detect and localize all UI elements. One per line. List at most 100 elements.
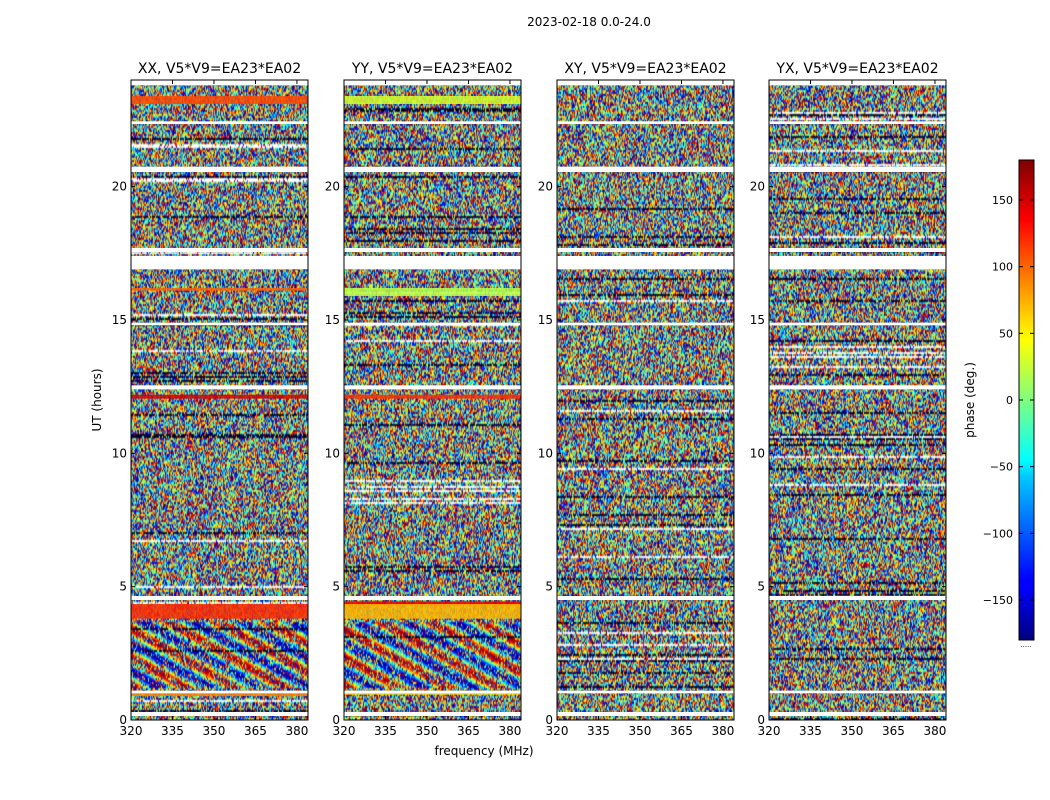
x-tick-label: 365 [882,724,905,738]
y-tick-label: 5 [332,580,340,594]
y-tick-label: 10 [538,446,553,460]
panel-xx: XX, V5*V9=EA23*EA02 320 335 350 365 380 0 5 10 15… [112,61,309,738]
colorbar-tick-label: −50 [990,461,1013,474]
y-tick-label: 15 [750,313,765,327]
colorbar-ticks: 150 100 50 0 −50 −100 −150 [983,194,1034,607]
flagged-gap [557,385,734,390]
coherent-band [131,96,308,104]
y-tick-label: 0 [757,713,765,727]
flagged-gap [557,712,734,716]
x-tick-label: 320 [758,724,781,738]
phase-heatmap [769,80,946,720]
panel-title: YY, V5*V9=EA23*EA02 [351,61,513,77]
panel-yx: YX, V5*V9=EA23*EA02 320 335 350 365 380 0 5 10 15… [750,61,947,738]
flagged-gap [557,121,734,124]
x-tick-label: 380 [498,724,521,738]
x-tick-label: 380 [711,724,734,738]
y-axis-label: UT (hours) [90,368,104,431]
x-tick-label: 365 [670,724,693,738]
flagged-gap [131,248,308,252]
flagged-gap [344,121,521,124]
flagged-gap [769,80,946,86]
y-tick-label: 15 [325,313,340,327]
flagged-gap [557,166,734,172]
colorbar-label: phase (deg.) [963,362,977,438]
flagged-gap [769,166,946,172]
y-tick-label: 0 [332,713,340,727]
flagged-gap [131,80,308,86]
flagged-gap [557,690,734,694]
phase-heatmap [557,80,734,720]
panel-title: XY, V5*V9=EA23*EA02 [564,61,726,77]
flagged-gap [557,256,734,270]
flagged-gap [769,121,946,124]
colorbar-footer: ..... [1020,641,1031,649]
y-tick-label: 10 [750,446,765,460]
flagged-gap [344,322,521,326]
phase-heatmap [131,80,308,720]
y-tick-label: 10 [112,446,127,460]
y-tick-label: 20 [112,180,127,194]
coherent-band [344,601,521,606]
flagged-gap [131,166,308,172]
coherent-band [344,604,521,619]
x-tick-label: 335 [161,724,184,738]
x-tick-label: 320 [333,724,356,738]
y-tick-label: 5 [119,580,127,594]
x-tick-label: 365 [244,724,267,738]
flagged-gap [769,322,946,326]
flagged-gap [131,256,308,270]
x-tick-label: 350 [841,724,864,738]
flagged-gap [344,596,521,600]
flagged-gap [769,248,946,252]
colorbar-tick-label: 50 [999,327,1013,340]
flagged-gap [131,385,308,390]
y-tick-label: 15 [538,313,553,327]
flagged-gap [769,690,946,694]
colorbar-tick-label: 100 [992,261,1013,274]
colorbar-tick-label: −100 [983,527,1013,540]
flagged-gap [344,256,521,270]
coherent-band [344,394,521,399]
y-tick-label: 20 [325,180,340,194]
y-tick-label: 5 [757,580,765,594]
flagged-gap [557,596,734,600]
coherent-band [344,288,521,296]
x-tick-label: 380 [285,724,308,738]
flagged-gap [131,690,308,694]
colorbar-tick-label: −150 [983,594,1013,607]
flagged-gap [557,322,734,326]
y-tick-label: 20 [538,180,553,194]
flagged-gap [131,322,308,326]
coherent-band [131,604,308,619]
flagged-gap [769,596,946,600]
panels-group: XX, V5*V9=EA23*EA02 320 335 350 365 380 0 5 10 15… [112,61,947,738]
colorbar-tick-label: 150 [992,194,1013,207]
colorbar-tick-label: 0 [1006,394,1013,407]
panel-xy: XY, V5*V9=EA23*EA02 320 335 350 365 380 0 5 10 15… [538,61,735,738]
y-tick-label: 5 [545,580,553,594]
x-tick-label: 350 [629,724,652,738]
flagged-gap [131,596,308,600]
flagged-gap [344,80,521,86]
figure-suptitle: 2023-02-18 0.0-24.0 [527,15,651,29]
panel-frame [130,79,309,721]
panel-frame [768,79,947,721]
flagged-gap [344,712,521,716]
x-tick-label: 380 [923,724,946,738]
x-tick-label: 335 [587,724,610,738]
y-tick-label: 10 [325,446,340,460]
phase-heatmap [344,80,521,720]
y-tick-label: 0 [119,713,127,727]
x-tick-label: 320 [120,724,143,738]
x-axis-label: frequency (MHz) [434,744,533,758]
flagged-gap [769,256,946,270]
x-tick-label: 335 [374,724,397,738]
coherent-band [344,96,521,104]
flagged-gap [769,385,946,390]
flagged-gap [769,712,946,716]
flagged-gap [344,690,521,694]
panel-yy: YY, V5*V9=EA23*EA02 320 335 350 365 380 0 5 10 15… [325,61,522,738]
coherent-band [131,288,308,291]
